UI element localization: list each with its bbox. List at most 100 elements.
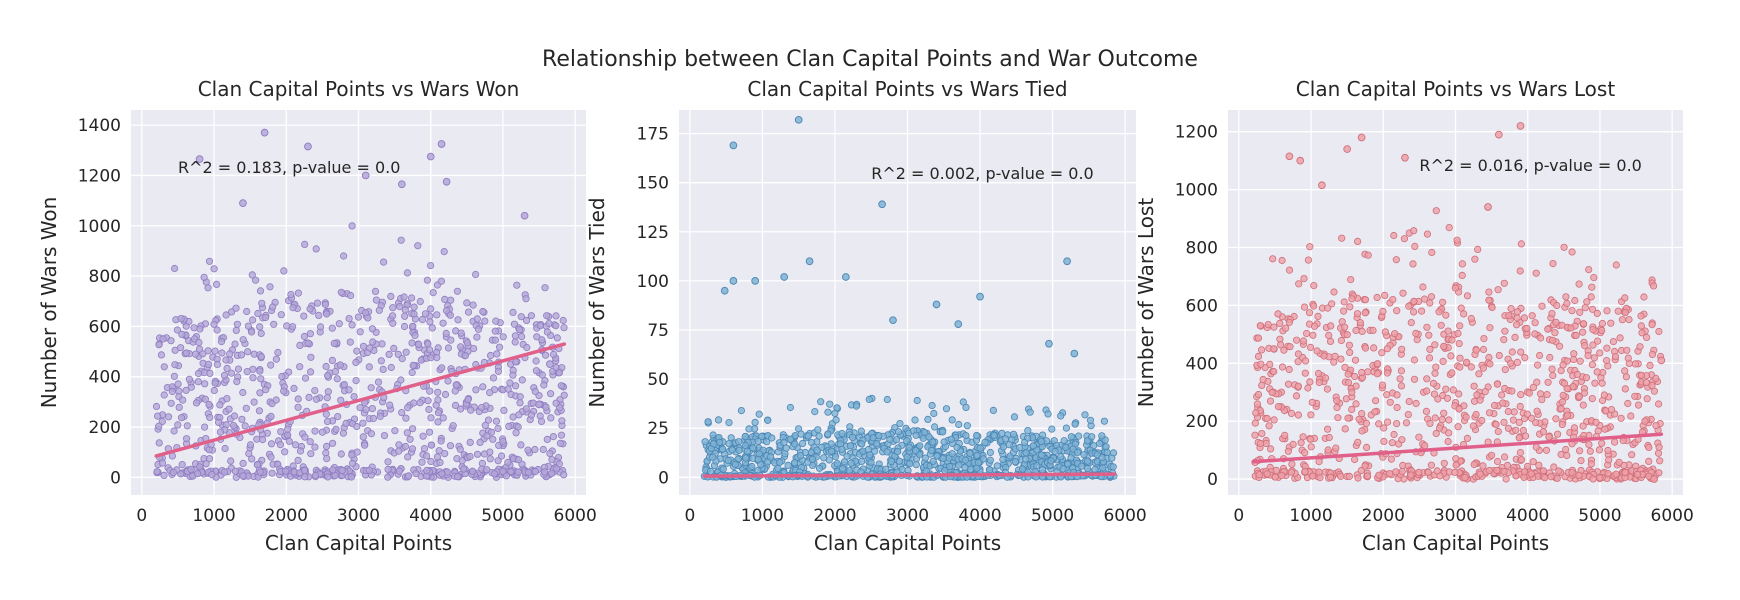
scatter-point (1605, 456, 1613, 464)
scatter-point (1364, 368, 1372, 376)
scatter-point (866, 451, 874, 459)
scatter-point (423, 452, 431, 460)
scatter-point (1444, 437, 1452, 446)
scatter-point (281, 448, 289, 456)
scatter-point (371, 287, 380, 295)
scatter-point (242, 404, 250, 412)
scatter-point (1590, 273, 1598, 282)
scatter-point (1108, 454, 1116, 462)
scatter-point (248, 328, 256, 336)
scatter-point (1088, 433, 1096, 441)
scatter-point (515, 326, 524, 334)
scatter-point (454, 316, 462, 324)
scatter-point (1060, 437, 1068, 445)
outlier-point (304, 142, 312, 151)
scatter-point (1337, 472, 1345, 480)
scatter-point (1463, 434, 1472, 442)
scatter-point (1569, 382, 1577, 391)
scatter-point (1022, 455, 1030, 463)
scatter-point (466, 452, 474, 461)
scatter-point (827, 447, 836, 455)
scatter-point (375, 306, 383, 314)
scatter-point (532, 367, 541, 375)
scatter-point (1327, 322, 1335, 330)
scatter-point (210, 320, 218, 328)
outlier-point (1285, 152, 1294, 161)
scatter-point (1387, 455, 1396, 463)
scatter-point (1348, 405, 1356, 414)
scatter-point (1601, 425, 1609, 433)
scatter-point (1278, 256, 1286, 265)
scatter-point (396, 302, 404, 311)
scatter-point (1340, 298, 1348, 306)
outlier-point (1516, 122, 1525, 130)
scatter-point (230, 412, 239, 420)
scatter-point (331, 367, 339, 376)
scatter-point (365, 466, 373, 474)
scatter-point (301, 433, 309, 441)
scatter-point (195, 338, 203, 347)
scatter-point (473, 333, 481, 341)
scatter-point (239, 472, 247, 480)
scatter-point (1603, 356, 1611, 365)
scatter-point (333, 375, 341, 383)
scatter-point (232, 326, 240, 334)
scatter-point (1580, 389, 1589, 397)
scatter-point (1294, 382, 1302, 390)
scatter-point (300, 332, 308, 341)
scatter-point (1648, 320, 1656, 329)
scatter-point (541, 284, 549, 292)
scatter-point (1621, 294, 1629, 302)
scatter-point (1398, 467, 1406, 476)
scatter-point (537, 417, 546, 425)
scatter-point (1363, 443, 1371, 451)
scatter-point (548, 456, 556, 464)
scatter-point (919, 434, 927, 442)
scatter-point (400, 293, 408, 301)
scatter-point (1334, 414, 1342, 422)
scatter-point (1383, 345, 1392, 353)
subplot-2: R^2 = 0.002, p-value = 0.00 1000 2000 3000 4… (585, 77, 1147, 555)
scatter-point (1513, 314, 1521, 322)
scatter-point (1420, 295, 1429, 303)
scatter-point (1343, 331, 1351, 339)
x-tick-label: 1000 (1289, 506, 1332, 526)
scatter-point (1598, 379, 1606, 387)
scatter-point (451, 401, 460, 409)
scatter-point (328, 439, 337, 447)
scatter-point (813, 446, 821, 454)
outlier-point (1063, 257, 1071, 266)
scatter-point (1590, 354, 1598, 362)
outlier-point (437, 140, 446, 148)
scatter-point (456, 445, 464, 453)
scatter-point (1098, 432, 1106, 440)
scatter-point (1282, 324, 1290, 332)
scatter-point (1048, 425, 1056, 433)
scatter-point (1301, 467, 1309, 476)
scatter-point (1447, 352, 1455, 360)
scatter-points (152, 128, 568, 481)
scatter-point (210, 386, 218, 395)
scatter-point (335, 320, 343, 328)
scatter-point (220, 371, 229, 379)
scatter-point (517, 313, 525, 321)
scatter-point (1051, 447, 1059, 456)
scatter-point (1563, 384, 1571, 393)
scatter-point (1612, 470, 1620, 478)
x-tick-label: 6000 (1103, 506, 1146, 526)
scatter-point (489, 435, 497, 443)
scatter-point (159, 335, 167, 343)
scatter-point (1501, 453, 1509, 461)
scatter-point (1326, 337, 1335, 345)
scatter-point (1452, 461, 1460, 469)
scatter-point (311, 471, 320, 479)
scatter-point (1415, 433, 1423, 441)
scatter-point (1310, 302, 1318, 310)
scatter-point (848, 433, 857, 441)
scatter-point (514, 423, 522, 431)
scatter-point (239, 459, 247, 467)
scatter-point (1410, 297, 1418, 305)
scatter-point (211, 347, 219, 355)
scatter-point (434, 409, 442, 417)
scatter-point (719, 465, 727, 473)
